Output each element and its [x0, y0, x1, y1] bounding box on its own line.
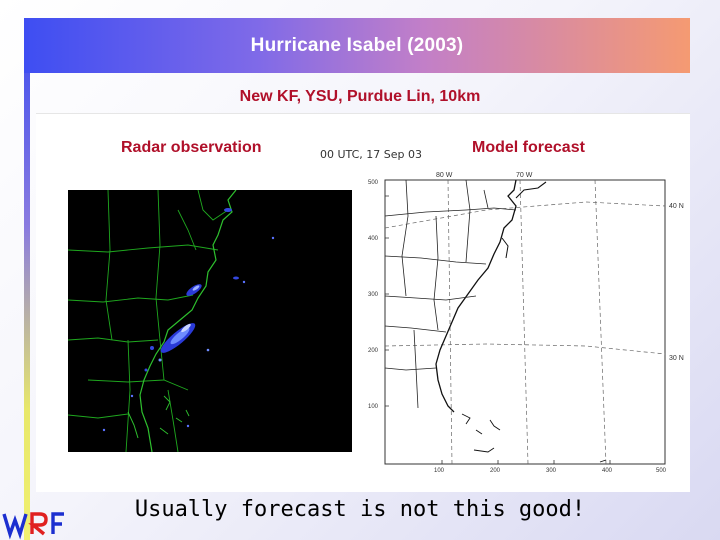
right-label-40n: 40 N — [669, 203, 684, 210]
bottom-tick-200: 200 — [490, 468, 501, 474]
bottom-tick-100: 100 — [434, 468, 445, 474]
model-forecast-map: 80 W 70 W 40 N 30 N 500 400 300 200 100 … — [366, 168, 686, 474]
left-tick-500: 500 — [368, 180, 379, 186]
right-label-30n: 30 N — [669, 355, 684, 362]
slide-caption: Usually forecast is not this good! — [134, 497, 586, 522]
radar-observation-image — [68, 190, 352, 452]
left-tick-400: 400 — [368, 236, 379, 242]
timestamp-label: 00 UTC, 17 Sep 03 — [320, 148, 423, 161]
left-accent-bar — [24, 18, 30, 540]
wrf-logo — [2, 512, 64, 540]
top-label-70w: 70 W — [516, 172, 533, 179]
top-label-80w: 80 W — [436, 172, 453, 179]
left-tick-100: 100 — [368, 404, 379, 410]
bottom-tick-500: 500 — [656, 468, 667, 474]
radar-observation-label: Radar observation — [121, 139, 262, 156]
title-banner: Hurricane Isabel (2003) — [24, 18, 690, 73]
bottom-tick-300: 300 — [546, 468, 557, 474]
slide-title: Hurricane Isabel (2003) — [250, 34, 464, 56]
slide-subtitle: New KF, YSU, Purdue Lin, 10km — [239, 88, 481, 105]
left-tick-300: 300 — [368, 292, 379, 298]
bottom-tick-400: 400 — [602, 468, 613, 474]
left-tick-200: 200 — [368, 348, 379, 354]
model-forecast-label: Model forecast — [472, 139, 585, 156]
